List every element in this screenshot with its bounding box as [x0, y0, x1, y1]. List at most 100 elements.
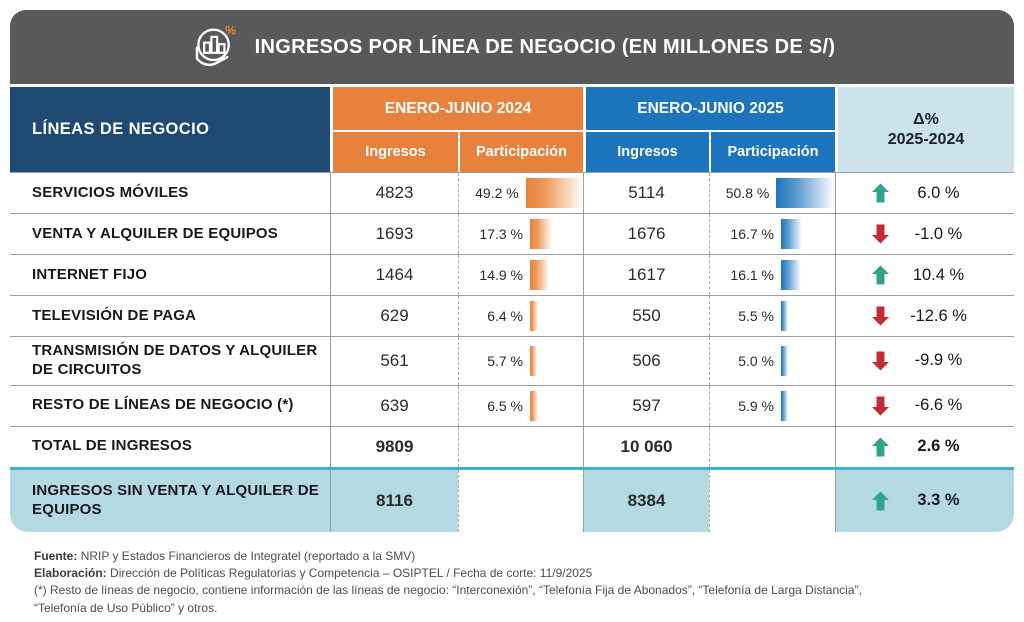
business-line-label: RESTO DE LÍNEAS DE NEGOCIO (*) [32, 396, 294, 414]
trend-arrow-icon [872, 491, 889, 511]
page-title: INGRESOS POR LÍNEA DE NEGOCIO (EN MILLON… [254, 35, 836, 58]
participacion-2024-cell: 49.2 % [458, 173, 583, 213]
table-row: INGRESOS SIN VENTA Y ALQUILER DE EQUIPOS… [10, 466, 1014, 532]
business-line-label: TRANSMISIÓN DE DATOS Y ALQUILER DE CIRCU… [32, 342, 318, 378]
delta-cell: -6.6 % [835, 385, 1014, 426]
participacion-2025-value: 5.0 % [738, 352, 774, 369]
ingresos-2024-value: 9809 [330, 426, 458, 467]
participacion-2024-bar [525, 178, 583, 208]
participacion-2024-cell [458, 469, 583, 532]
ingresos-2025-value: 506 [583, 337, 709, 385]
delta-value: 3.3 % [917, 491, 960, 509]
ingresos-2025-value: 5114 [583, 173, 709, 213]
table-row: TRANSMISIÓN DE DATOS Y ALQUILER DE CIRCU… [10, 336, 1014, 385]
participacion-2025-value: 5.5 % [738, 308, 774, 324]
participacion-2024-bar [530, 301, 538, 331]
col-group-enero-junio-2024: ENERO-JUNIO 2024 [330, 87, 583, 130]
business-line-label: SERVICIOS MÓVILES [32, 183, 189, 201]
asterisk-note-line1: (*) Resto de líneas de negocio, contiene… [34, 583, 862, 598]
delta-symbol: Δ% [913, 110, 939, 128]
hand-chart-percent-icon: % [189, 23, 241, 71]
col-header-participacion-2025: Participación [709, 130, 835, 172]
participacion-2025-cell: 5.9 % [709, 385, 835, 426]
delta-cell: 3.3 % [835, 469, 1014, 532]
participacion-2024-cell: 6.4 % [458, 296, 583, 336]
source-label: Fuente: [34, 548, 78, 563]
business-line-label: INGRESOS SIN VENTA Y ALQUILER DE EQUIPOS [10, 469, 330, 532]
trend-arrow-icon [872, 437, 889, 457]
table-row: TELEVISIÓN DE PAGA 629 6.4 % 550 5.5 % -… [10, 295, 1014, 336]
participacion-2024-bar [530, 260, 549, 290]
participacion-2025-cell: 16.7 % [709, 214, 835, 254]
asterisk-note-line2: “Telefonía de Uso Público” y otros. [34, 600, 218, 615]
business-line-label: VENTA Y ALQUILER DE EQUIPOS [32, 224, 278, 242]
col-header-participacion-2024: Participación [458, 130, 583, 172]
revenue-table: LÍNEAS DE NEGOCIO ENERO-JUNIO 2024 Ingre… [10, 87, 1014, 532]
table-row: VENTA Y ALQUILER DE EQUIPOS 1693 17.3 % … [10, 213, 1014, 254]
participacion-2025-bar [776, 178, 835, 208]
ingresos-2024-value: 1464 [330, 255, 458, 295]
table-header: LÍNEAS DE NEGOCIO ENERO-JUNIO 2024 Ingre… [10, 87, 1014, 172]
ingresos-2024-value: 639 [330, 385, 458, 426]
trend-arrow-icon [872, 396, 889, 416]
elaboration-label: Elaboración: [34, 565, 107, 580]
participacion-2025-value: 16.7 % [730, 226, 774, 242]
participacion-2025-bar [781, 390, 788, 421]
participacion-2024-value: 49.2 % [475, 185, 519, 201]
ingresos-2024-value: 1693 [330, 214, 458, 254]
delta-cell: -9.9 % [835, 337, 1014, 385]
ingresos-2025-value: 10 060 [583, 426, 709, 467]
participacion-2024-bar [530, 345, 537, 376]
trend-arrow-icon [872, 224, 889, 244]
table-row: INTERNET FIJO 1464 14.9 % 1617 16.1 % 10… [10, 254, 1014, 295]
trend-arrow-icon [872, 351, 889, 371]
participacion-2024-cell: 6.5 % [458, 385, 583, 426]
delta-value: -12.6 % [910, 306, 967, 325]
business-line-label: TOTAL DE INGRESOS [32, 437, 193, 455]
delta-value: 2.6 % [917, 437, 960, 455]
participacion-2024-cell: 14.9 % [458, 255, 583, 295]
participacion-2024-value: 6.4 % [487, 308, 523, 324]
participacion-2024-bar [530, 219, 552, 249]
participacion-2025-cell: 16.1 % [709, 255, 835, 295]
participacion-2024-cell [458, 426, 583, 467]
elaboration-text: Dirección de Políticas Regulatorias y Co… [110, 565, 593, 580]
source-text: NRIP y Estados Financieros de Integratel… [80, 548, 416, 563]
participacion-2025-bar [781, 219, 802, 249]
delta-cell: 10.4 % [835, 255, 1014, 295]
delta-years: 2025-2024 [887, 130, 965, 148]
delta-cell: 2.6 % [835, 426, 1014, 467]
table-body: SERVICIOS MÓVILES 4823 49.2 % 5114 50.8 … [10, 172, 1014, 532]
ingresos-2025-value: 1676 [583, 214, 709, 254]
participacion-2025-cell: 5.0 % [709, 337, 835, 385]
ingresos-2024-value: 629 [330, 296, 458, 336]
delta-value: -1.0 % [914, 224, 963, 243]
ingresos-2025-value: 8384 [583, 469, 709, 532]
table-row: SERVICIOS MÓVILES 4823 49.2 % 5114 50.8 … [10, 172, 1014, 213]
svg-text:%: % [225, 24, 236, 38]
trend-arrow-icon [872, 306, 889, 326]
ingresos-2024-value: 561 [330, 337, 458, 385]
ingresos-2025-value: 1617 [583, 255, 709, 295]
footer-notes: Fuente: NRIP y Estados Financieros de In… [34, 548, 1014, 618]
participacion-2024-cell: 17.3 % [458, 214, 583, 254]
participacion-2025-cell [709, 426, 835, 467]
col-header-ingresos-2025: Ingresos [583, 130, 709, 172]
participacion-2025-cell [709, 469, 835, 532]
participacion-2024-value: 14.9 % [479, 267, 523, 283]
participacion-2025-cell: 5.5 % [709, 296, 835, 336]
delta-cell: 6.0 % [835, 173, 1014, 213]
participacion-2024-value: 6.5 % [487, 397, 523, 414]
ingresos-2025-value: 550 [583, 296, 709, 336]
table-row: RESTO DE LÍNEAS DE NEGOCIO (*) 639 6.5 %… [10, 384, 1014, 426]
title-bar: % INGRESOS POR LÍNEA DE NEGOCIO (EN MILL… [10, 10, 1014, 84]
delta-value: 6.0 % [917, 183, 960, 202]
col-header-delta-percent: Δ% 2025-2024 [835, 87, 1014, 172]
trend-arrow-icon [872, 183, 889, 203]
revenue-infographic: % INGRESOS POR LÍNEA DE NEGOCIO (EN MILL… [10, 10, 1014, 617]
participacion-2024-value: 17.3 % [479, 226, 523, 242]
delta-value: 10.4 % [912, 265, 965, 284]
delta-cell: -12.6 % [835, 296, 1014, 336]
business-line-label: TELEVISIÓN DE PAGA [32, 306, 197, 324]
delta-value: -9.9 % [914, 351, 963, 370]
